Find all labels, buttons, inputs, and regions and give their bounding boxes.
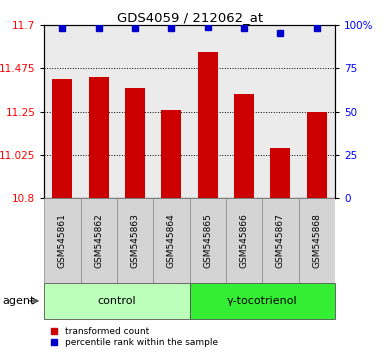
Bar xyxy=(44,198,80,283)
Bar xyxy=(44,283,190,319)
Bar xyxy=(89,77,109,198)
Bar xyxy=(125,88,145,198)
Text: control: control xyxy=(98,296,136,306)
Text: GSM545865: GSM545865 xyxy=(203,213,212,268)
Text: γ-tocotrienol: γ-tocotrienol xyxy=(227,296,298,306)
Text: GSM545863: GSM545863 xyxy=(131,213,140,268)
Bar xyxy=(117,198,153,283)
Text: GSM545868: GSM545868 xyxy=(312,213,321,268)
Bar xyxy=(262,198,299,283)
Bar xyxy=(270,148,290,198)
Text: GSM545867: GSM545867 xyxy=(276,213,285,268)
Bar xyxy=(299,198,335,283)
Text: GSM545864: GSM545864 xyxy=(167,213,176,268)
Bar xyxy=(190,198,226,283)
Text: GSM545862: GSM545862 xyxy=(94,213,103,268)
Bar xyxy=(161,110,181,198)
Bar xyxy=(307,112,327,198)
Bar xyxy=(80,198,117,283)
Legend: transformed count, percentile rank within the sample: transformed count, percentile rank withi… xyxy=(41,323,222,351)
Text: GSM545861: GSM545861 xyxy=(58,213,67,268)
Title: GDS4059 / 212062_at: GDS4059 / 212062_at xyxy=(117,11,263,24)
Bar xyxy=(52,79,72,198)
Text: agent: agent xyxy=(2,296,34,306)
Bar xyxy=(190,283,335,319)
Bar xyxy=(226,198,262,283)
Bar xyxy=(198,52,218,198)
Bar xyxy=(234,94,254,198)
Text: GSM545866: GSM545866 xyxy=(239,213,249,268)
Bar xyxy=(153,198,189,283)
